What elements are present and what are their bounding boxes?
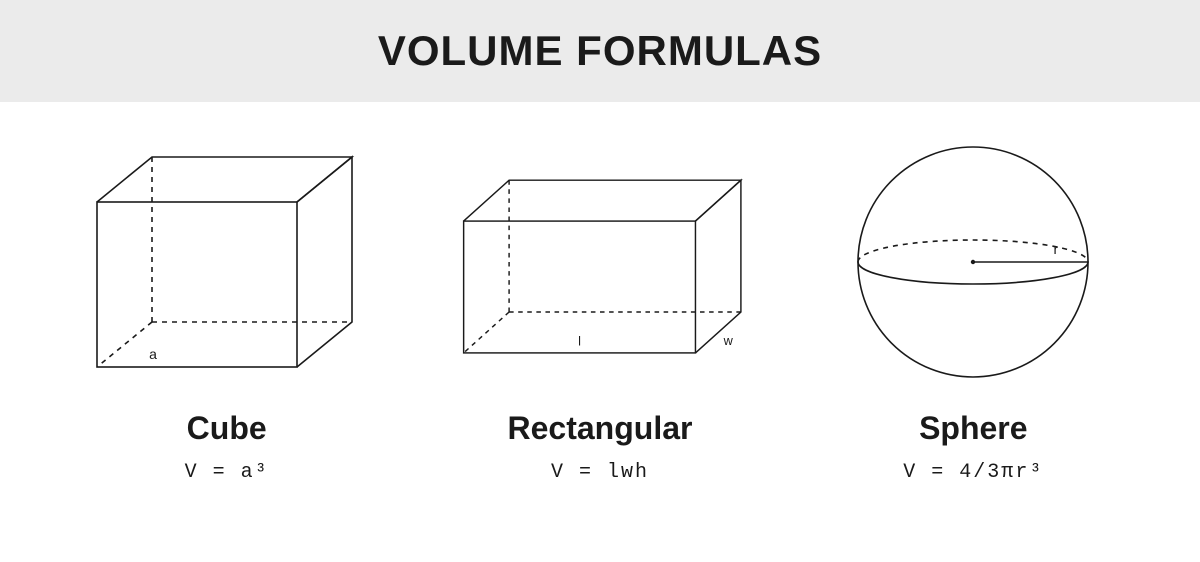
panel-rectangular: lwh Rectangular V = lwh	[430, 132, 770, 484]
svg-text:r: r	[1054, 241, 1059, 257]
shape-cube: a	[77, 132, 377, 392]
shape-name-rectangular: Rectangular	[508, 410, 693, 447]
svg-text:l: l	[578, 334, 581, 349]
formula-sphere: V = 4/3πr³	[903, 461, 1043, 484]
shape-sphere: r	[823, 132, 1123, 392]
panel-sphere: r Sphere V = 4/3πr³	[803, 132, 1143, 484]
shape-name-sphere: Sphere	[919, 410, 1027, 447]
svg-text:w: w	[723, 333, 734, 348]
shapes-row: a Cube V = a³ lwh Rectangular V = lwh r …	[0, 102, 1200, 484]
shape-rectangular: lwh	[450, 132, 750, 392]
svg-text:a: a	[149, 346, 157, 362]
panel-cube: a Cube V = a³	[57, 132, 397, 484]
page-title: VOLUME FORMULAS	[378, 27, 822, 75]
header-banner: VOLUME FORMULAS	[0, 0, 1200, 102]
shape-name-cube: Cube	[187, 410, 267, 447]
formula-rectangular: V = lwh	[551, 461, 649, 484]
formula-cube: V = a³	[185, 461, 269, 484]
